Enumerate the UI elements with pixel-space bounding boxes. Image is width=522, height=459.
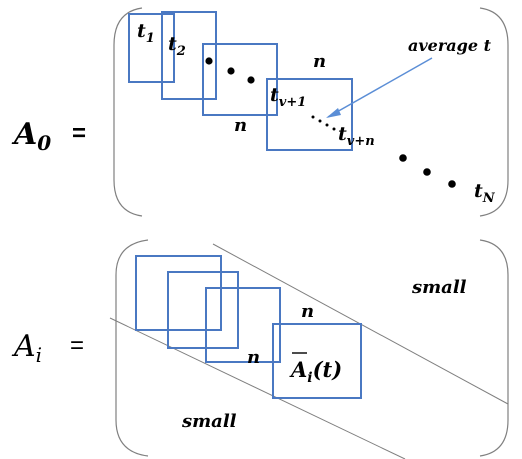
diagonal-dot xyxy=(423,168,431,176)
average-annotation: average t xyxy=(408,36,492,55)
top-matrix: A0 = t1 t2 tv+1 tv+n xyxy=(11,7,509,217)
bottom-left-bracket xyxy=(115,239,149,457)
label-t2: t2 xyxy=(168,33,186,59)
diagonal-dot xyxy=(448,180,456,188)
label-t1: t1 xyxy=(137,20,155,46)
average-block-label: Ai(t) xyxy=(289,352,342,386)
diagonal-box-1 xyxy=(128,13,175,83)
label-tvn: tv+n xyxy=(338,123,375,149)
diagonal-dot xyxy=(399,154,407,162)
region-label-lower: small xyxy=(181,411,237,432)
band-box-4 xyxy=(272,323,362,399)
band-lower-line xyxy=(109,317,406,459)
diagonal-dot xyxy=(227,67,235,75)
window-size-label-side: n xyxy=(234,115,247,136)
band-window-size-side: n xyxy=(247,347,260,368)
diagonal-dot xyxy=(205,57,213,65)
diagonal-box-4 xyxy=(266,78,353,151)
top-matrix-name: A0 xyxy=(11,117,51,155)
region-label-upper: small xyxy=(411,277,467,298)
diagonal-box-3 xyxy=(202,43,278,116)
bottom-matrix: Ai = small small n n Ai(t) xyxy=(11,239,509,459)
top-matrix-equals: = xyxy=(72,120,86,147)
band-box-1 xyxy=(135,255,222,331)
label-tv1: tv+1 xyxy=(270,84,306,110)
band-box-3 xyxy=(205,287,281,363)
average-block-text: Ai(t) xyxy=(289,357,342,386)
bottom-right-bracket xyxy=(479,239,509,457)
diagonal-dot xyxy=(247,76,255,84)
average-arrowhead xyxy=(326,108,341,118)
average-arrow xyxy=(327,57,433,118)
bottom-matrix-name: Ai xyxy=(11,329,42,367)
window-dot xyxy=(318,119,322,123)
window-dot xyxy=(311,115,315,119)
band-box-2 xyxy=(167,271,239,349)
band-window-size-top: n xyxy=(301,301,314,322)
bottom-matrix-equals: = xyxy=(70,332,84,359)
diagonal-box-2 xyxy=(161,11,217,100)
top-left-bracket xyxy=(113,7,143,217)
window-dot xyxy=(332,127,336,131)
window-size-label-top: n xyxy=(313,51,326,72)
top-right-bracket xyxy=(479,7,509,217)
label-tN: tN xyxy=(474,180,496,206)
window-dot xyxy=(325,123,329,127)
